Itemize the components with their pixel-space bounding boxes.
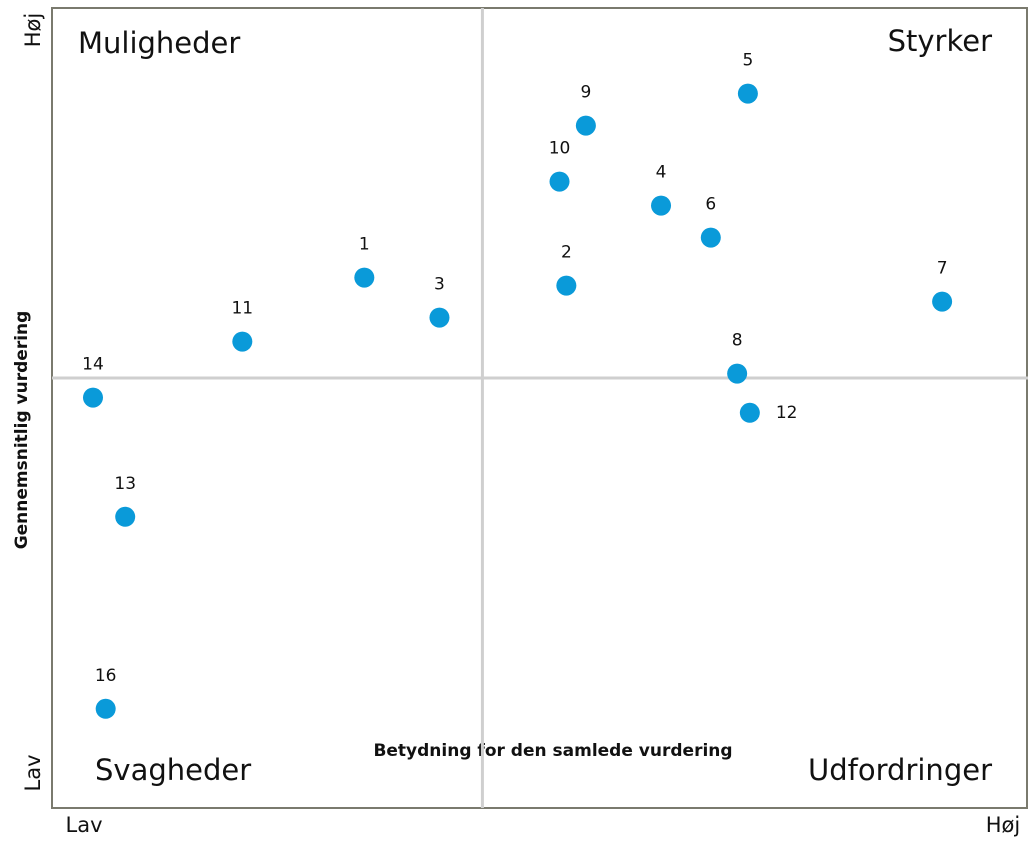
point xyxy=(575,115,596,136)
point xyxy=(95,698,116,719)
y-tick-label: Høj xyxy=(21,13,45,47)
point xyxy=(727,363,748,384)
point xyxy=(737,83,758,104)
quadrant-label: Svagheder xyxy=(95,753,251,787)
point-label: 9 xyxy=(580,83,591,103)
point xyxy=(556,275,577,296)
point xyxy=(549,171,570,192)
point-label: 2 xyxy=(561,243,572,263)
point-label: 16 xyxy=(95,666,117,686)
point-label: 10 xyxy=(549,139,571,159)
point-label: 12 xyxy=(776,403,798,423)
point-label: 3 xyxy=(434,275,445,295)
point-label: 4 xyxy=(656,163,667,183)
point xyxy=(115,506,136,527)
point-label: 5 xyxy=(742,51,753,71)
quadrant-label: Muligheder xyxy=(78,26,240,60)
x-axis-label: Betydning for den samlede vurdering xyxy=(373,741,732,761)
point xyxy=(739,402,760,423)
point xyxy=(651,195,672,216)
y-tick-label: Lav xyxy=(21,755,45,792)
point xyxy=(429,307,450,328)
y-axis-label: Gennemsnitlig vurdering xyxy=(12,311,32,550)
point-label: 14 xyxy=(82,355,104,375)
point xyxy=(82,387,103,408)
point xyxy=(700,227,721,248)
x-tick-label: Høj xyxy=(986,813,1020,837)
quadrant-label: Styrker xyxy=(888,24,992,58)
point-label: 13 xyxy=(114,474,136,494)
point xyxy=(354,267,375,288)
quadrant-label: Udfordringer xyxy=(808,753,992,787)
x-tick-label: Lav xyxy=(66,813,103,837)
point-label: 7 xyxy=(937,259,948,279)
point xyxy=(232,331,253,352)
point-label: 1 xyxy=(359,235,370,255)
point-label: 6 xyxy=(705,195,716,215)
point-label: 8 xyxy=(732,331,743,351)
plot-frame xyxy=(51,7,1028,809)
point-label: 11 xyxy=(231,299,253,319)
point xyxy=(932,291,953,312)
